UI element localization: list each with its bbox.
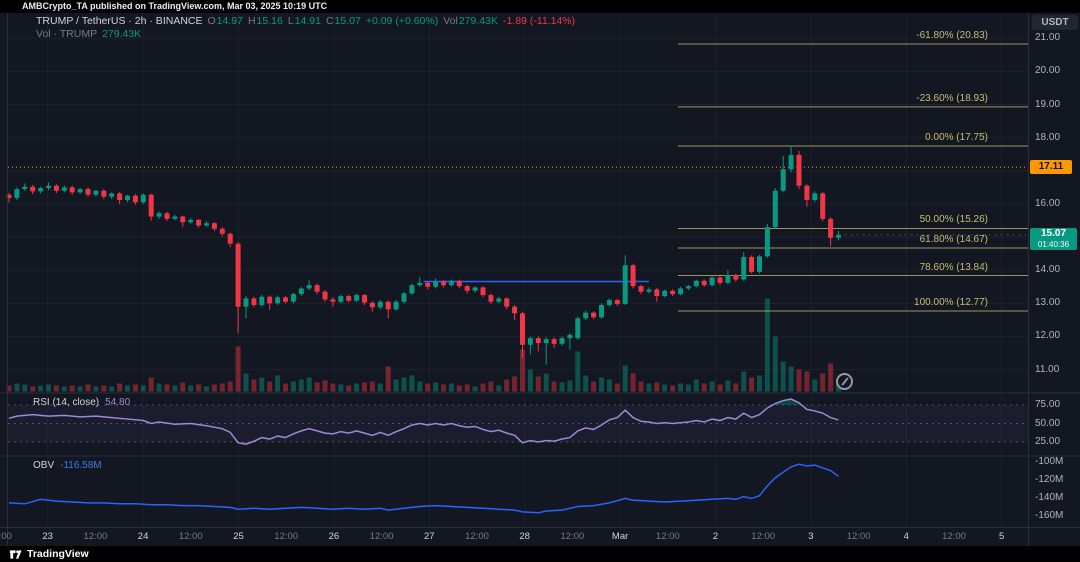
open-value: 14.97 [216,15,243,27]
high-label: H [247,15,256,27]
rsi-value: 54.80 [105,397,131,408]
time-label-hour: 12:00 [83,531,108,542]
time-label-day: Mar [611,531,629,542]
time-label-day: 24 [137,531,149,542]
symbol-title[interactable]: TRUMP / TetherUS · 2h · BINANCE [36,15,203,27]
time-label-day: 3 [808,531,814,542]
day-change-value: -1.89 (-11.14%) [502,15,576,27]
fib-level-label: 0.00% (17.75) [925,132,988,143]
volume-value: 279.43K [458,15,498,27]
axis-tick-label: 11.00 [1035,363,1060,375]
obv-value: -116.58M [60,460,102,471]
tradingview-brand[interactable]: TradingView [27,548,89,560]
tradingview-logo-icon[interactable] [9,548,22,561]
time-label-hour: 12:00 [846,531,871,542]
axis-tick-label: 14.00 [1035,264,1061,276]
axis-tick-label: -140M [1035,491,1064,503]
time-label-day: 23 [42,531,53,542]
axis-tick-label: -160M [1035,509,1064,521]
footer-bar: TradingView [0,546,1080,562]
volume-indicator-value: 279.43K [102,28,142,40]
volume-indicator-legend[interactable]: Vol · TRUMP 279.43K [36,28,141,40]
low-value: 14.91 [294,15,321,27]
volume-label: Vol [443,15,458,27]
axis-tick-label: 19.00 [1035,98,1061,110]
time-label-hour: 12:00 [465,531,489,542]
close-label: C [325,15,334,27]
axis-tick-label: 20.00 [1035,65,1061,77]
axis-tick-label: -120M [1035,473,1064,485]
time-label-hour: 12:00 [942,531,966,542]
bar-countdown: 01:40:36 [1037,239,1070,249]
time-label-hour: 12:00 [751,531,776,542]
currency-toggle-button[interactable]: USDT [1032,15,1078,30]
axis-tick-label: 13.00 [1035,297,1061,309]
fib-level-label: -23.60% (18.93) [916,92,988,104]
fib-level-label: 78.60% (13.84) [919,261,988,273]
axis-tick-label: -100M [1035,455,1064,467]
axis-tick-label: 25.00 [1035,436,1061,447]
time-label-hour: 12:00 [655,531,680,542]
fib-level-label: 100.00% (12.77) [914,296,988,308]
last-price-value: 15.07 [1040,227,1067,239]
time-label-hour: 12:00 [0,531,12,542]
axis-tick-label: 21.00 [1035,32,1061,44]
series-logo-icon [836,373,853,390]
time-label-day: 5 [999,531,1005,542]
obv-label: OBV [33,460,55,471]
axis-tick-label: 12.00 [1035,330,1061,342]
time-label-hour: 12:00 [178,531,203,542]
attribution-text: AMBCrypto_TA published on TradingView.co… [22,1,328,11]
last-price-badge[interactable]: 15.07 01:40:36 [1030,227,1077,250]
axis-tick-label: 16.00 [1035,197,1061,209]
axis-tick-label: 75.00 [1035,399,1061,410]
obv-legend[interactable]: OBV -116.58M [33,460,102,471]
high-value: 15.16 [256,15,283,27]
axis-tick-label: 50.00 [1035,417,1061,429]
time-label-hour: 12:00 [369,531,394,542]
fib-level-label: 50.00% (15.26) [919,214,988,226]
alert-price-badge[interactable]: 17.11 [1030,160,1072,175]
time-label-day: 2 [712,531,719,542]
rsi-legend[interactable]: RSI (14, close) 54.80 [33,397,130,408]
open-label: O [207,15,216,27]
low-label: L [287,15,294,27]
change-value: +0.09 (+0.60%) [365,15,439,27]
time-label-day: 4 [903,531,909,542]
chart-background [0,13,1080,546]
volume-indicator-label: Vol · TRUMP [36,28,98,40]
rsi-label: RSI (14, close) [33,397,100,408]
close-value: 15.07 [334,15,361,27]
attribution-bar: AMBCrypto_TA published on TradingView.co… [0,0,1080,13]
axis-tick-label: 18.00 [1035,131,1061,143]
fib-level-label: -61.80% (20.83) [916,29,988,41]
time-label-day: 28 [519,531,530,542]
time-label-day: 27 [424,531,435,542]
symbol-legend[interactable]: TRUMP / TetherUS · 2h · BINANCE O 14.97 H… [36,15,575,27]
time-label-hour: 12:00 [274,531,299,542]
fib-level-label: 61.80% (14.67) [919,234,988,246]
time-label-day: 26 [328,531,340,542]
time-label-hour: 12:00 [560,531,585,542]
time-label-day: 25 [233,531,244,542]
